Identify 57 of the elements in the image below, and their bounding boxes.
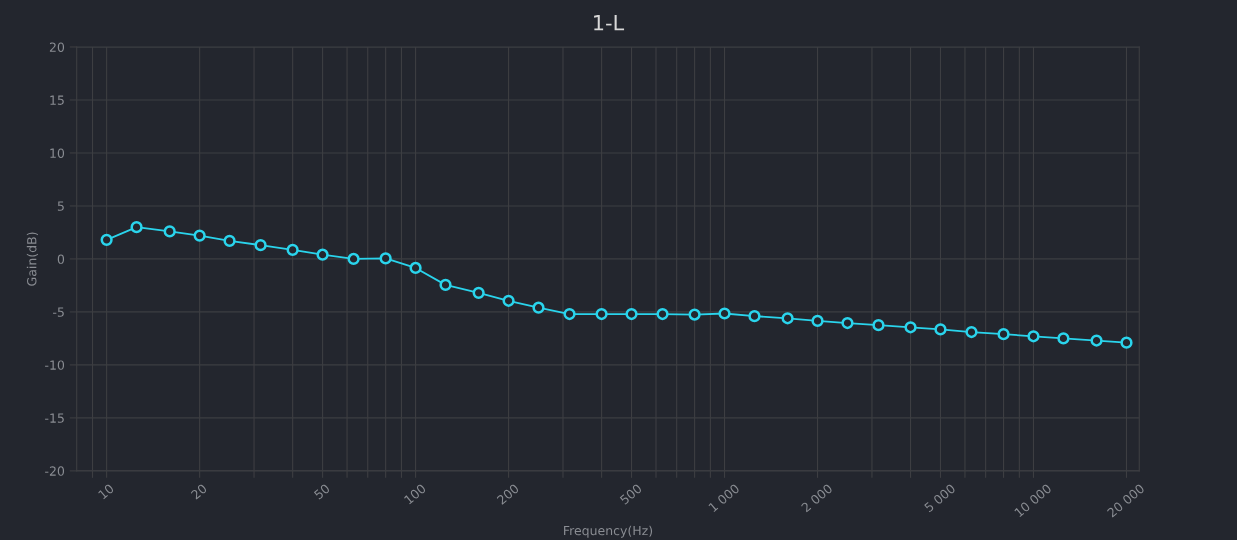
point xyxy=(934,323,947,336)
x-tick-label: 1 000 xyxy=(708,483,740,513)
point xyxy=(1120,336,1133,349)
point xyxy=(347,252,360,266)
point xyxy=(1090,334,1103,347)
y-tick-label: -5 xyxy=(53,307,64,317)
point xyxy=(472,286,485,299)
point xyxy=(904,321,917,334)
x-tick-label: 10 000 xyxy=(1014,483,1052,518)
x-tick-label: 100 xyxy=(403,483,427,505)
point xyxy=(656,307,669,321)
y-tick-label: 5 xyxy=(57,201,64,211)
point xyxy=(163,225,176,238)
point xyxy=(718,307,731,320)
y-tick-label: 0 xyxy=(57,254,65,264)
point xyxy=(379,252,392,265)
point xyxy=(595,307,608,321)
point xyxy=(532,301,545,314)
x-tick-label: 20 xyxy=(190,483,208,500)
point xyxy=(409,261,422,275)
point xyxy=(997,328,1010,341)
point xyxy=(286,243,299,257)
y-tick-label: 15 xyxy=(50,95,64,105)
point xyxy=(781,312,794,325)
x-tick-label: 5 000 xyxy=(923,483,956,513)
point xyxy=(130,221,143,234)
point xyxy=(1027,330,1040,343)
point xyxy=(439,278,452,292)
point xyxy=(223,234,236,248)
point xyxy=(965,325,978,339)
point xyxy=(872,319,885,332)
point xyxy=(502,294,515,307)
point xyxy=(748,310,761,323)
x-tick-label: 50 xyxy=(313,483,331,500)
point xyxy=(563,307,576,321)
x-tick-label: 20 000 xyxy=(1106,483,1145,518)
y-tick-label: -10 xyxy=(45,360,65,370)
point xyxy=(100,233,113,246)
chart-title: 1-L xyxy=(594,15,625,31)
y-tick-label: 10 xyxy=(50,148,65,158)
point xyxy=(811,314,824,328)
point xyxy=(841,316,854,330)
point xyxy=(625,307,638,321)
x-tick-label: 500 xyxy=(619,483,643,505)
x-tick-label: 200 xyxy=(496,483,520,505)
point xyxy=(316,248,329,261)
x-tick-label: 2 000 xyxy=(800,483,833,513)
x-tick-label: 10 xyxy=(97,483,115,500)
point xyxy=(193,229,206,242)
point xyxy=(688,308,701,321)
point xyxy=(254,239,267,252)
y-axis-title: Gain(dB) xyxy=(26,232,38,286)
y-tick-label: -20 xyxy=(45,466,65,476)
point xyxy=(1057,332,1070,345)
x-axis-title: Frequency(Hz) xyxy=(564,525,653,538)
y-tick-label: 20 xyxy=(49,42,65,52)
y-tick-label: -15 xyxy=(45,413,64,423)
